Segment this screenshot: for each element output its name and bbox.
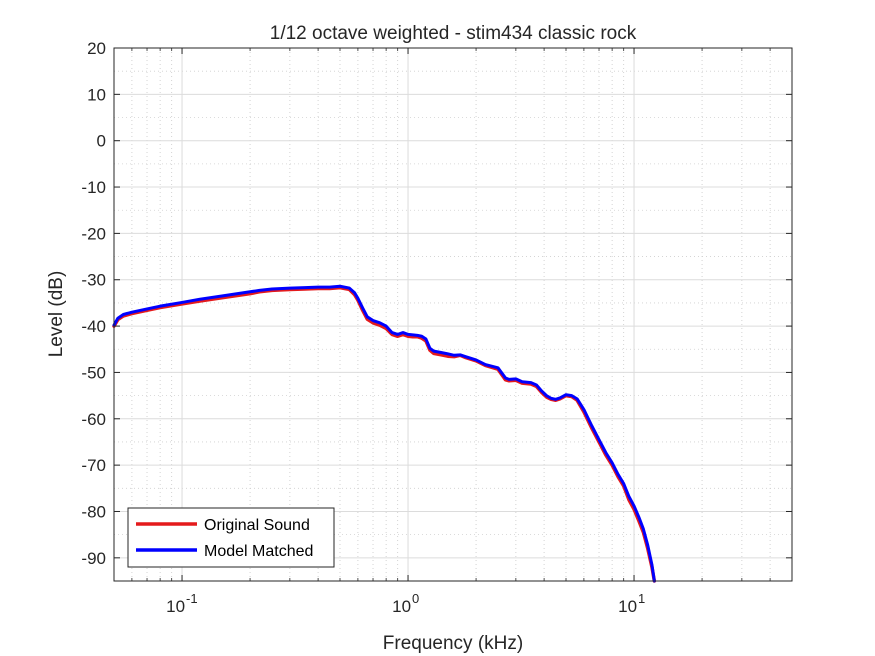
- tick-marks: [114, 47, 792, 581]
- x-tick-label: 10 0: [392, 591, 419, 616]
- x-tick-label: 10 1: [618, 591, 645, 616]
- x-tick-label-exponent: -1: [186, 591, 198, 606]
- y-tick-label: -30: [81, 271, 106, 290]
- x-axis-label: Frequency (kHz): [383, 633, 523, 654]
- y-tick-label: 20: [87, 39, 106, 58]
- chart-title: 1/12 octave weighted - stim434 classic r…: [270, 23, 637, 44]
- series-line-model-matched: [112, 284, 656, 583]
- axes-box: [113, 47, 793, 582]
- x-tick-label-base: 10: [392, 597, 411, 616]
- y-tick-label: 10: [87, 85, 106, 104]
- series-lines: [112, 284, 657, 583]
- y-tick-label: -60: [81, 410, 106, 429]
- legend-label-model-matched: Model Matched: [204, 543, 313, 560]
- y-tick-label: 0: [97, 132, 106, 151]
- x-tick-label: 10 -1: [166, 591, 197, 616]
- y-tick-label: -20: [81, 224, 106, 243]
- x-tick-label-base: 10: [166, 597, 185, 616]
- legend-box: [127, 507, 335, 568]
- x-tick-label-exponent: 0: [412, 591, 419, 606]
- minor-grid: [114, 48, 792, 581]
- y-tick-label: -40: [81, 317, 106, 336]
- y-tick-label: -10: [81, 178, 106, 197]
- y-axis-label: Level (dB): [46, 271, 67, 358]
- plot-area: [114, 48, 792, 581]
- x-tick-label-exponent: 1: [638, 591, 645, 606]
- x-tick-labels: 10 -1 10 0 10 1: [166, 591, 645, 616]
- y-tick-label: -50: [81, 363, 106, 382]
- y-tick-label: -90: [81, 549, 106, 568]
- y-tick-label: -80: [81, 502, 106, 521]
- y-tick-label: -70: [81, 456, 106, 475]
- x-tick-label-base: 10: [618, 597, 637, 616]
- legend-label-original-sound: Original Sound: [204, 517, 310, 534]
- legend: Original Sound Model Matched: [127, 507, 335, 568]
- y-tick-labels: 20 10 0 -10 -20 -30 -40 -50 -60 -70 -80 -90: [81, 39, 106, 568]
